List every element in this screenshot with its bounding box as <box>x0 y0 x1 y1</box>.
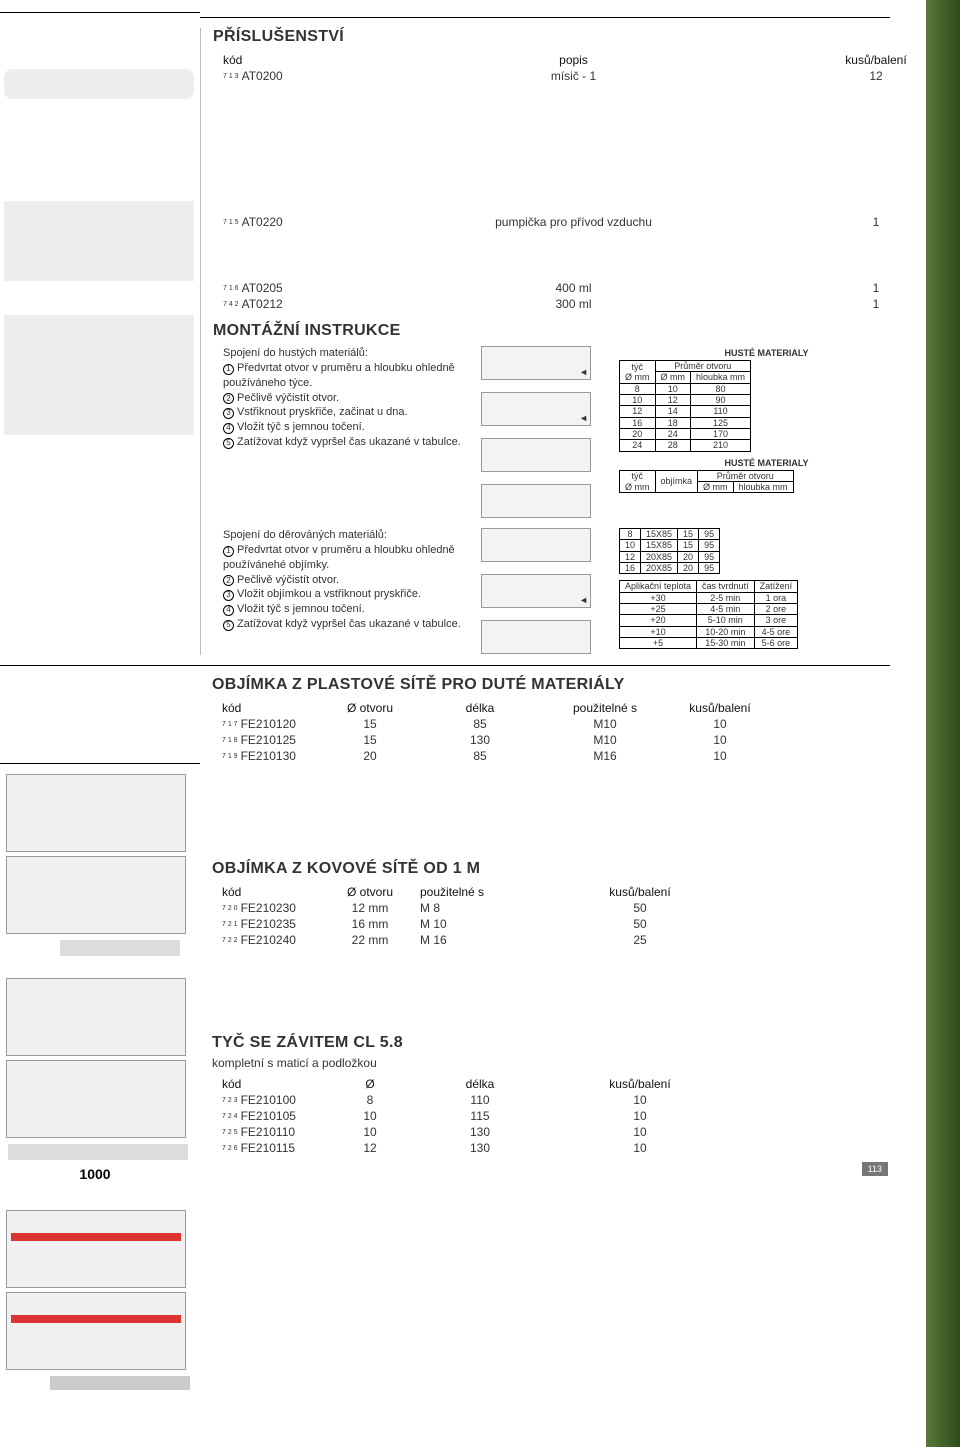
col-otvor: Ø otvoru <box>320 885 420 899</box>
section-title-accessories: PŘÍSLUŠENSTVÍ <box>213 28 926 46</box>
col-delka: délka <box>420 1077 540 1091</box>
cell-qty: 1 <box>826 297 926 311</box>
col-kod: kód <box>200 885 320 899</box>
col-kod: kód <box>201 53 321 67</box>
table-row: 7 1 3AT0200 mísič - 1 12 <box>201 68 926 84</box>
cell-qty: 12 <box>826 69 926 83</box>
gun-image <box>4 315 194 435</box>
table-header: HUSTÉ MATERIALY <box>619 348 914 358</box>
table-row: 7 2 3FE210100 8 110 10 <box>200 1092 926 1108</box>
step-text: Zatížovat když vypršel čas ukazané v tab… <box>237 618 461 630</box>
diagram-image <box>6 978 186 1056</box>
table-row: 7 2 0FE210230 12 mm M 8 50 <box>200 900 926 916</box>
pump-image <box>4 201 194 281</box>
col-kod: kód <box>200 1077 320 1091</box>
section-title-plastic: OBJÍMKA Z PLASTOVÉ SÍTĚ PRO DUTÉ MATERIÁ… <box>212 676 926 694</box>
col-qty: kusů/balení <box>670 701 770 715</box>
data-tables-hollow: 815X851595 1015X851595 1220X852095 1620X… <box>619 528 914 655</box>
col-kod: kód <box>200 701 320 715</box>
table-row: 7 2 4FE210105 10 115 10 <box>200 1108 926 1124</box>
application-table: Aplikační teplotačas tvrdnutíZatížení +3… <box>619 580 798 649</box>
step-text: Vložit objímkou a vstřiknout pryskřiče. <box>237 588 421 600</box>
instructions-dense: Spojení do hustých materiálů: 1Předvrtat… <box>223 346 463 518</box>
cell-kod: AT0220 <box>242 215 283 229</box>
plastic-sleeve-image <box>60 940 180 956</box>
dense-materials-table: týčØ mm Průměr otvoru Ø mmhloubka mm 810… <box>619 360 751 452</box>
col-delka: délka <box>420 701 540 715</box>
table-row: 7 1 9FE210130 20 85 M16 10 <box>200 748 926 764</box>
section-title-instructions: MONTÁŽNÍ INSTRUKCE <box>213 322 926 340</box>
metal-sleeve-image <box>8 1144 188 1160</box>
col-pouzitelne: použitelné s <box>420 885 550 899</box>
table-header: HUSTÉ MATERIALY <box>619 458 914 468</box>
diagram-image <box>6 1292 186 1370</box>
step-text: Pečlivě výčistít otvor. <box>237 392 339 404</box>
step-text: Pečlivě výčistít otvor. <box>237 574 339 586</box>
cell-qty: 1 <box>826 215 926 229</box>
table-row: 7 1 8FE210125 15 130 M10 10 <box>200 732 926 748</box>
cell-kod: AT0212 <box>242 297 283 311</box>
col-popis: popis <box>321 53 826 67</box>
cell-popis: 400 ml <box>321 281 826 295</box>
section-subtitle-rod: kompletní s maticí a podložkou <box>212 1056 926 1070</box>
col-diameter: Ø <box>320 1077 420 1091</box>
col-qty: kusů/balení <box>826 53 926 67</box>
col-pouzitelne: použitelné s <box>540 701 670 715</box>
table-row: 7 1 7FE210120 15 85 M10 10 <box>200 716 926 732</box>
table-row: 7 1 6AT0205 400 ml 1 <box>201 280 926 296</box>
table-row: 7 2 5FE210110 10 130 10 <box>200 1124 926 1140</box>
section-title-rod: TYČ SE ZÁVITEM CL 5.8 <box>212 1034 926 1052</box>
col-otvor: Ø otvoru <box>320 701 420 715</box>
instructions-hollow: Spojení do děrováných materiálů: 1Předvr… <box>223 528 463 655</box>
table-row: 7 1 5AT0220 pumpička pro přívod vzduchu … <box>201 214 926 230</box>
diagram-column: ◄ ◄ <box>481 346 601 518</box>
cell-kod: AT0200 <box>242 69 283 83</box>
cell-popis: mísič - 1 <box>321 69 826 83</box>
step-text: Vložit týč s jemnou točení. <box>237 421 365 433</box>
table-row: 7 2 1FE210235 16 mm M 10 50 <box>200 916 926 932</box>
left-rail: 1000 <box>0 0 200 1447</box>
hollow-materials-header-table: týčØ mm objímka Průměr otvoru Ø mmhloubk… <box>619 470 794 494</box>
diagram-column: ◄ <box>481 528 601 655</box>
data-tables-dense: HUSTÉ MATERIALY týčØ mm Průměr otvoru Ø … <box>619 346 914 518</box>
step-text: Předvrtat otvor v pruměru a hloubku ohle… <box>223 362 455 389</box>
diagram-image <box>6 774 186 852</box>
col-qty: kusů/balení <box>540 1077 740 1091</box>
step-text: Zatížovat když vypršel čas ukazané v tab… <box>237 436 461 448</box>
table-row: 7 2 6FE210115 12 130 10 <box>200 1140 926 1156</box>
mixer-image <box>4 69 194 99</box>
cell-kod: AT0205 <box>242 281 283 295</box>
step-text: Vstřiknout pryskřiče, začinat u dna. <box>237 406 408 418</box>
diagram-image <box>6 856 186 934</box>
hollow-materials-table: 815X851595 1015X851595 1220X852095 1620X… <box>619 528 720 574</box>
table-row: 7 4 2AT0212 300 ml 1 <box>201 296 926 312</box>
rod-image <box>50 1376 190 1390</box>
step-text: Vložit týč s jemnou točení. <box>237 603 365 615</box>
cell-popis: pumpička pro přívod vzduchu <box>321 215 826 229</box>
intro-text: Spojení do hustých materiálů: <box>223 346 463 361</box>
diagram-image <box>6 1060 186 1138</box>
table-row: 7 2 2FE210240 22 mm M 16 25 <box>200 932 926 948</box>
right-stripe <box>926 0 960 1447</box>
length-label: 1000 <box>0 1166 190 1182</box>
step-text: Předvrtat otvor v pruměru a hloubku ohle… <box>223 544 455 571</box>
page-number: 113 <box>862 1162 888 1176</box>
cell-popis: 300 ml <box>321 297 826 311</box>
col-qty: kusů/balení <box>550 885 730 899</box>
section-title-metal: OBJÍMKA Z KOVOVÉ SÍTĚ OD 1 M <box>212 860 926 878</box>
cell-qty: 1 <box>826 281 926 295</box>
diagram-image <box>6 1210 186 1288</box>
intro-text: Spojení do děrováných materiálů: <box>223 528 463 543</box>
